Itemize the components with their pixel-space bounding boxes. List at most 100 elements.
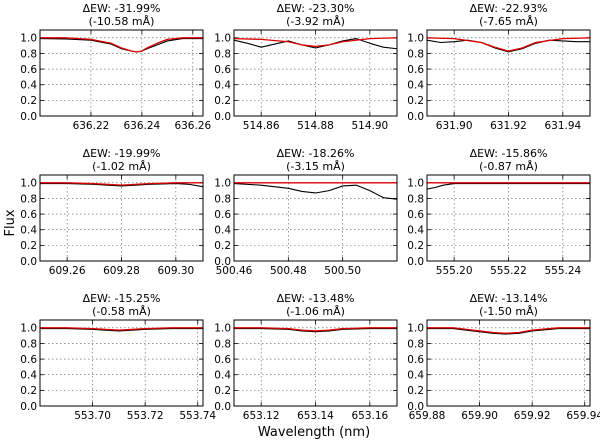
y-tick-label: 0.4 [20, 225, 37, 237]
y-tick-label: 0.8 [407, 193, 424, 205]
observed-spectrum-line [427, 183, 590, 190]
y-tick-label: 0.4 [214, 80, 231, 92]
y-tick-label: 0.2 [214, 385, 231, 397]
y-tick-label: 0.4 [407, 370, 424, 382]
y-tick-label: 0.8 [20, 338, 37, 350]
y-tick-label: 0.6 [214, 64, 231, 76]
x-tick-label: 514.90 [351, 120, 388, 132]
panel-title-line1: ΔEW: -15.25% [83, 292, 161, 305]
y-tick-label: 0.0 [407, 111, 424, 123]
y-tick-label: 0.6 [20, 209, 37, 221]
y-tick-label: 0.2 [407, 240, 424, 252]
panel-title-line2: (-10.58 mÅ) [89, 15, 155, 28]
figure-xlabel: Wavelength (nm) [258, 425, 370, 440]
y-tick-label: 0.8 [20, 193, 37, 205]
x-tick-label: 514.88 [297, 120, 334, 132]
panel-title-line2: (-0.87 mÅ) [479, 160, 538, 173]
x-tick-label: 500.50 [324, 265, 361, 277]
y-tick-label: 1.0 [214, 33, 231, 45]
y-tick-label: 1.0 [20, 33, 37, 45]
model-spectrum-line [40, 327, 203, 331]
x-tick-label: 653.14 [297, 410, 334, 422]
y-tick-label: 0.4 [20, 370, 37, 382]
x-tick-label: 659.88 [409, 410, 446, 422]
panel-2: ΔEW: -23.30%(-3.92 mÅ) 0.0 0.2 0.4 0.6 0.8 1.0… [214, 2, 398, 132]
model-spectrum-line [427, 37, 590, 52]
panel-grid: ΔEW: -31.99%(-10.58 mÅ) 0.0 0.2 0.4 0.6 0.8 1.… [20, 2, 600, 422]
y-tick-label: 0.6 [214, 354, 231, 366]
observed-spectrum-line [40, 38, 203, 53]
y-tick-label: 0.8 [214, 48, 231, 60]
panel-title-line1: ΔEW: -13.48% [277, 292, 355, 305]
x-tick-label: 636.24 [124, 120, 161, 132]
figure-ylabel: Flux [3, 209, 18, 236]
panel-frame [426, 319, 591, 407]
x-tick-label: 609.30 [157, 265, 194, 277]
y-tick-label: 0.0 [214, 256, 231, 268]
observed-spectrum-line [40, 328, 203, 332]
observed-spectrum-line [427, 39, 590, 53]
model-spectrum-line [40, 182, 203, 186]
panel-6: ΔEW: -15.86%(-0.87 mÅ) 0.0 0.2 0.4 0.6 0.8 1.0… [407, 147, 591, 277]
panel-5: ΔEW: -18.26%(-3.15 mÅ) 0.0 0.2 0.4 0.6 0.8 1.0… [214, 147, 398, 277]
x-tick-label: 500.48 [270, 265, 307, 277]
y-tick-label: 0.0 [214, 401, 231, 413]
y-tick-label: 0.2 [407, 385, 424, 397]
x-tick-label: 631.94 [544, 120, 581, 132]
y-tick-label: 0.8 [20, 48, 37, 60]
panel-title-line2: (-1.50 mÅ) [479, 305, 538, 318]
panel-frame [426, 174, 591, 262]
y-tick-label: 0.2 [214, 95, 231, 107]
model-spectrum-line [427, 327, 590, 334]
panel-title-line2: (-3.92 mÅ) [286, 15, 345, 28]
panel-title-line1: ΔEW: -22.93% [470, 2, 548, 15]
x-tick-label: 631.92 [490, 120, 527, 132]
y-tick-label: 0.2 [20, 385, 37, 397]
y-tick-label: 1.0 [407, 323, 424, 335]
y-tick-label: 1.0 [214, 323, 231, 335]
y-tick-label: 0.0 [407, 256, 424, 268]
x-tick-label: 631.90 [436, 120, 473, 132]
y-tick-label: 0.8 [214, 193, 231, 205]
panel-7: ΔEW: -15.25%(-0.58 mÅ) 0.0 0.2 0.4 0.6 0.8 1.0… [20, 292, 216, 422]
panel-3: ΔEW: -22.93%(-7.65 mÅ) 0.0 0.2 0.4 0.6 0.8 1.0… [407, 2, 591, 132]
panel-title-line2: (-7.65 mÅ) [479, 15, 538, 28]
y-tick-label: 0.8 [214, 338, 231, 350]
panel-title-line1: ΔEW: -18.26% [277, 147, 355, 160]
x-tick-label: 636.26 [174, 120, 211, 132]
y-tick-label: 0.6 [407, 354, 424, 366]
x-tick-label: 609.28 [103, 265, 140, 277]
observed-spectrum-line [234, 38, 397, 50]
y-tick-label: 0.2 [407, 95, 424, 107]
panel-frame [233, 319, 398, 407]
y-tick-label: 0.8 [407, 338, 424, 350]
observed-spectrum-line [234, 183, 397, 200]
y-tick-label: 0.6 [407, 209, 424, 221]
panel-frame [39, 319, 204, 407]
x-tick-label: 555.22 [490, 265, 527, 277]
y-tick-label: 0.2 [20, 240, 37, 252]
y-tick-label: 1.0 [20, 323, 37, 335]
x-tick-label: 553.72 [127, 410, 164, 422]
y-tick-label: 0.4 [407, 225, 424, 237]
panel-title-line2: (-0.58 mÅ) [92, 305, 151, 318]
model-spectrum-line [234, 327, 397, 332]
panel-frame [39, 29, 204, 117]
x-tick-label: 553.70 [74, 410, 111, 422]
y-tick-label: 1.0 [20, 178, 37, 190]
observed-spectrum-line [234, 328, 397, 333]
y-tick-label: 1.0 [407, 178, 424, 190]
y-tick-label: 0.4 [407, 80, 424, 92]
x-tick-label: 514.86 [243, 120, 280, 132]
y-tick-label: 0.6 [214, 209, 231, 221]
panel-title-line1: ΔEW: -23.30% [277, 2, 355, 15]
y-tick-label: 1.0 [407, 33, 424, 45]
y-tick-label: 0.2 [214, 240, 231, 252]
x-tick-label: 555.20 [436, 265, 473, 277]
x-tick-label: 555.24 [544, 265, 581, 277]
x-tick-label: 636.22 [73, 120, 110, 132]
panel-frame [233, 174, 398, 262]
y-tick-label: 0.6 [20, 64, 37, 76]
y-tick-label: 0.6 [20, 354, 37, 366]
